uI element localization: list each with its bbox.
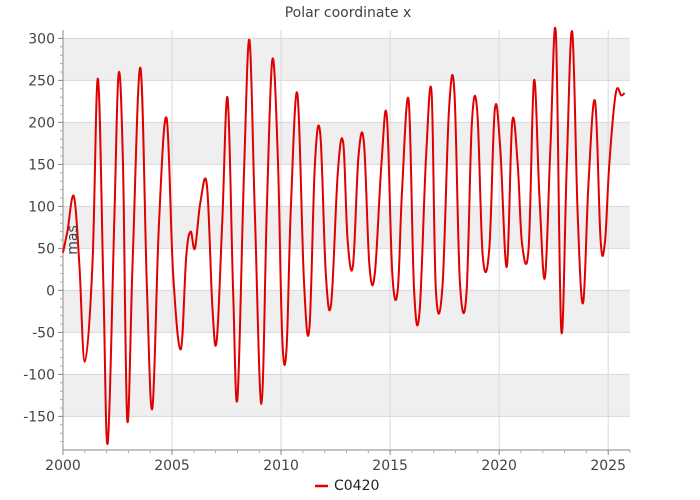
background-bands [63, 38, 630, 417]
series-line-c0420 [62, 26, 626, 445]
x-tick-label-2020: 2020 [481, 458, 517, 474]
y-tick-label--150: -150 [23, 409, 55, 425]
x-axis-ticks: 2000 2005 2010 2015 2020 2025 [45, 450, 631, 474]
y-tick-label--100: -100 [23, 367, 55, 383]
y-tick-label-0: 0 [46, 283, 55, 299]
band--50-to-0 [63, 290, 630, 333]
legend-label-c0420: C0420 [334, 478, 379, 494]
band-250-to-300 [63, 38, 630, 81]
y-axis-ticks: -150 -100 -50 0 50 100 150 200 250 300 [23, 31, 63, 443]
x-tick-label-2015: 2015 [372, 458, 408, 474]
horizontal-gridlines [63, 37, 630, 417]
y-tick-label-300: 300 [28, 31, 55, 47]
legend[interactable]: C0420 [315, 478, 379, 494]
y-tick-label-200: 200 [28, 115, 55, 131]
x-tick-label-2010: 2010 [263, 458, 299, 474]
chart-title: Polar coordinate x [285, 5, 412, 21]
band-150-to-200 [63, 122, 630, 165]
x-tick-label-2025: 2025 [590, 458, 626, 474]
y-tick-label-100: 100 [28, 199, 55, 215]
y-tick-label--50: -50 [32, 325, 55, 341]
y-tick-label-50: 50 [37, 241, 55, 257]
x-tick-label-2000: 2000 [45, 458, 81, 474]
y-axis-label: mas [65, 225, 81, 255]
band--150-to--100 [63, 374, 630, 417]
x-tick-label-2005: 2005 [154, 458, 190, 474]
y-tick-label-150: 150 [28, 157, 55, 173]
y-tick-label-250: 250 [28, 73, 55, 89]
